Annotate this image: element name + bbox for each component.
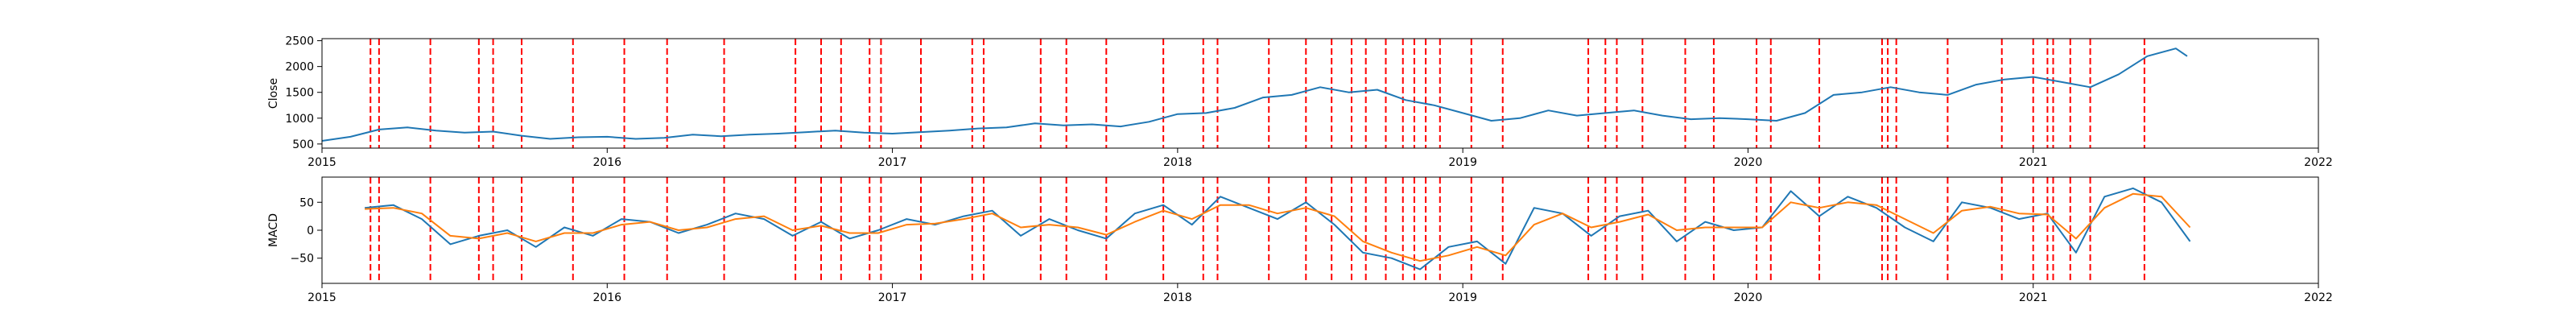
x-tick-label: 2017 [878,156,907,169]
close-price-panel: 2015 2016 2017 2018 2019 2020 2021 2022 500 1000… [267,35,2333,169]
macd-axes-frame [321,176,2319,284]
x-tick-label: 2021 [2019,291,2048,304]
y-tick-label: 1500 [285,87,314,100]
y-tick-label: 2000 [285,61,314,74]
x-tick-label: 2019 [1448,291,1477,304]
x-tick-label: 2016 [592,291,621,304]
y-tick-label: 2500 [285,35,314,48]
event-lines [369,39,2145,148]
macd-panel: 2015 2016 2017 2018 2019 2020 2021 2022 −50050 … [267,176,2333,304]
close-axes-frame [321,38,2319,149]
x-tick-label: 2022 [2304,291,2333,304]
macd-y-axis-label: MACD [267,213,280,247]
x-tick-label: 2022 [2304,156,2333,169]
x-tick-label: 2018 [1163,156,1192,169]
x-tick-label: 2015 [308,156,336,169]
y-tick-label: −50 [290,253,314,266]
close-y-axis-label: Close [267,78,280,109]
x-tick-label: 2020 [1734,156,1763,169]
y-tick-label: 0 [307,225,314,237]
close-y-axis: 500 1000 1500 2000 2500 [285,35,322,151]
close-x-axis: 2015 2016 2017 2018 2019 2020 2021 2022 [308,148,2333,169]
close-series [321,47,2188,142]
series-line-1 [365,192,2191,262]
y-tick-label: 500 [292,138,314,151]
macd-y-axis: −50 0 50 [290,196,322,266]
x-tick-label: 2015 [308,291,336,304]
x-tick-label: 2017 [878,291,907,304]
x-tick-label: 2021 [2019,156,2048,169]
x-tick-label: 2016 [592,156,621,169]
event-lines [369,177,2145,283]
series-line-0 [321,47,2188,142]
x-tick-label: 2020 [1734,291,1763,304]
y-tick-label: 1000 [285,113,314,126]
series-line-0 [365,187,2191,270]
x-tick-label: 2019 [1448,156,1477,169]
macd-series [365,187,2191,270]
x-tick-label: 2018 [1163,291,1192,304]
macd-x-axis: 2015 2016 2017 2018 2019 2020 2021 2022 [308,283,2333,304]
y-tick-label: 50 [299,196,314,209]
